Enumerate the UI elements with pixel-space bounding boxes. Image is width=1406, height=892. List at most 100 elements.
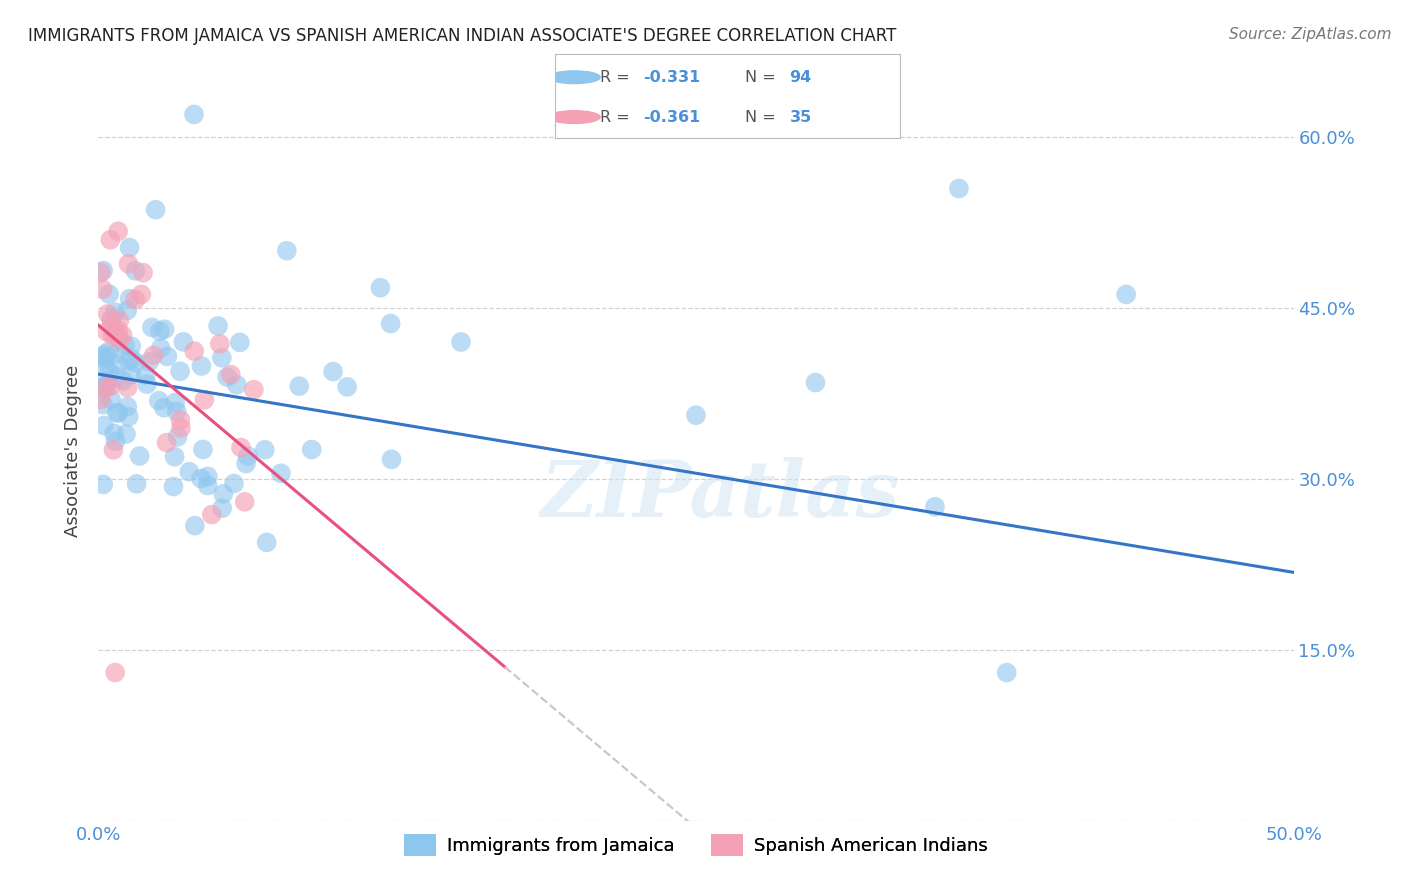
Point (108, 313, 131, 327)
Point (170, 421, 193, 435)
Point (90, 392, 112, 407)
Point (93, 418, 115, 433)
Point (191, 442, 214, 457)
Point (148, 393, 170, 408)
Point (1115, 287, 1137, 301)
Point (105, 406, 128, 420)
Point (112, 374, 135, 388)
Point (225, 377, 247, 392)
Point (96, 381, 118, 395)
Point (190, 359, 212, 373)
Text: Source: ZipAtlas.com: Source: ZipAtlas.com (1229, 27, 1392, 42)
Point (166, 430, 188, 444)
Point (125, 476, 148, 491)
Point (100, 311, 122, 326)
Point (118, 409, 141, 424)
Point (163, 450, 186, 464)
Point (201, 508, 224, 522)
Point (104, 347, 127, 361)
Point (128, 449, 150, 463)
Point (104, 326, 127, 341)
Text: R =: R = (600, 110, 636, 125)
Point (179, 465, 201, 479)
Point (91, 398, 114, 412)
Text: N =: N = (745, 70, 780, 85)
Point (276, 244, 298, 258)
Point (219, 368, 242, 382)
Point (108, 333, 131, 347)
Point (103, 442, 125, 457)
Point (96, 361, 118, 376)
Point (115, 303, 138, 318)
Point (155, 435, 177, 450)
Legend: Immigrants from Jamaica, Spanish American Indians: Immigrants from Jamaica, Spanish America… (396, 827, 995, 863)
Point (124, 264, 146, 278)
Point (120, 339, 142, 353)
Point (153, 322, 176, 336)
Y-axis label: Associate's Degree: Associate's Degree (65, 364, 83, 537)
Point (166, 404, 188, 418)
Point (124, 356, 146, 370)
Point (243, 383, 266, 397)
Point (117, 380, 139, 394)
Point (93, 379, 115, 393)
Point (135, 368, 157, 383)
Point (105, 357, 128, 371)
Point (100, 315, 122, 329)
Point (172, 334, 194, 349)
Point (211, 501, 233, 516)
Point (236, 449, 259, 463)
Point (233, 495, 256, 509)
Text: N =: N = (745, 110, 780, 125)
Point (101, 328, 124, 343)
Text: R =: R = (600, 70, 636, 85)
Point (380, 452, 402, 467)
Text: 35: 35 (790, 110, 811, 125)
Point (208, 336, 231, 351)
Point (103, 426, 125, 441)
Point (91, 477, 114, 491)
Point (197, 469, 219, 483)
Point (124, 293, 146, 307)
Point (253, 442, 276, 457)
Point (370, 281, 392, 295)
Point (229, 441, 252, 455)
Point (118, 292, 141, 306)
Point (114, 338, 136, 352)
Point (229, 335, 252, 350)
Point (94, 352, 117, 367)
Point (91, 350, 114, 364)
Point (193, 392, 215, 407)
Point (149, 324, 172, 338)
Point (117, 400, 139, 414)
Point (183, 107, 205, 121)
Point (104, 665, 127, 680)
Point (149, 341, 172, 355)
Point (117, 257, 139, 271)
Point (105, 370, 128, 384)
Point (98, 287, 121, 301)
Point (207, 318, 229, 333)
Point (301, 442, 323, 457)
Point (217, 370, 239, 384)
Point (212, 487, 235, 501)
Point (145, 202, 167, 217)
Point (118, 354, 141, 368)
Text: -0.331: -0.331 (643, 70, 700, 85)
Point (111, 328, 134, 343)
Point (190, 471, 212, 485)
Point (156, 350, 179, 364)
Point (91, 263, 114, 277)
Point (169, 413, 191, 427)
Point (91, 382, 114, 396)
Point (118, 241, 141, 255)
Point (131, 287, 153, 301)
Point (450, 334, 472, 349)
Point (120, 368, 142, 382)
Point (115, 427, 138, 442)
Point (685, 408, 707, 422)
Point (138, 354, 160, 368)
Point (121, 351, 143, 366)
Point (288, 379, 311, 393)
Point (104, 434, 127, 449)
